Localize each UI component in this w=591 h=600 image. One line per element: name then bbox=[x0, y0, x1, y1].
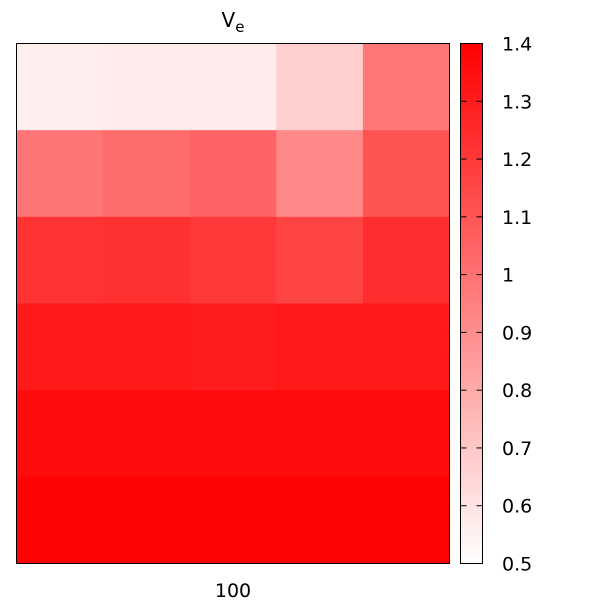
heatmap-cell-r1-c3 bbox=[276, 130, 364, 218]
heatmap-cell-r0-c2 bbox=[189, 43, 277, 131]
colorbar-tick-label: 1 bbox=[502, 265, 514, 287]
colorbar-tick-label: 1.3 bbox=[502, 91, 532, 113]
heatmap-cell-r4-c0 bbox=[16, 390, 104, 478]
heatmap-cell-r5-c3 bbox=[276, 476, 364, 564]
heatmap-cell-r3-c4 bbox=[362, 303, 450, 391]
heatmap-cell-r0-c0 bbox=[16, 43, 104, 131]
heatmap-cell-r0-c4 bbox=[362, 43, 450, 131]
heatmap-cell-r2-c4 bbox=[362, 216, 450, 304]
heatmap-cell-r4-c3 bbox=[276, 390, 364, 478]
heatmap-cell-r5-c4 bbox=[362, 476, 450, 564]
heatmap-cell-r1-c1 bbox=[103, 130, 191, 218]
plot-frame bbox=[16, 43, 450, 564]
colorbar-tick-label: 0.8 bbox=[502, 380, 532, 402]
colorbar bbox=[460, 43, 483, 564]
x-axis-ticks: 100 bbox=[215, 580, 251, 600]
heatmap-cell-r4-c4 bbox=[362, 390, 450, 478]
heatmap-cell-r3-c0 bbox=[16, 303, 104, 391]
colorbar-tick-label: 1.4 bbox=[502, 34, 532, 56]
heatmap-cell-r2-c3 bbox=[276, 216, 364, 304]
heatmap-cell-r3-c2 bbox=[189, 303, 277, 391]
heatmap-cell-r2-c1 bbox=[103, 216, 191, 304]
heatmap-cell-r5-c1 bbox=[103, 476, 191, 564]
chart-title-main: V bbox=[222, 8, 236, 32]
heatmap-cell-r0-c1 bbox=[103, 43, 191, 131]
heatmap-cell-r4-c2 bbox=[189, 390, 277, 478]
chart-title-subscript: e bbox=[235, 18, 244, 36]
colorbar-ticks: 0.5 0.6 0.7 0.8 0.9 1 1.1 1.2 1.3 1.4 bbox=[460, 34, 532, 576]
heatmap-cell-r1-c0 bbox=[16, 130, 104, 218]
colorbar-tick-label: 0.9 bbox=[502, 322, 532, 344]
heatmap-cell-r0-c3 bbox=[276, 43, 364, 131]
chart-title: Ve bbox=[222, 8, 245, 36]
colorbar-tick-label: 0.7 bbox=[502, 438, 532, 460]
colorbar-tick-label: 1.1 bbox=[502, 207, 532, 229]
heatmap-cell-r3-c3 bbox=[276, 303, 364, 391]
x-tick-label: 100 bbox=[215, 580, 251, 600]
heatmap-cell-r2-c0 bbox=[16, 216, 104, 304]
heatmap-cell-r1-c2 bbox=[189, 130, 277, 218]
heatmap-cell-r1-c4 bbox=[362, 130, 450, 218]
heatmap-cell-r2-c2 bbox=[189, 216, 277, 304]
heatmap-cell-r4-c1 bbox=[103, 390, 191, 478]
heatmap-cell-r3-c1 bbox=[103, 303, 191, 391]
heatmap-cells bbox=[16, 43, 450, 564]
colorbar-tick-label: 0.6 bbox=[502, 496, 532, 518]
heatmap-cell-r5-c0 bbox=[16, 476, 104, 564]
colorbar-tick-label: 1.2 bbox=[502, 149, 532, 171]
heatmap-cell-r5-c2 bbox=[189, 476, 277, 564]
colorbar-tick-label: 0.5 bbox=[502, 554, 532, 576]
